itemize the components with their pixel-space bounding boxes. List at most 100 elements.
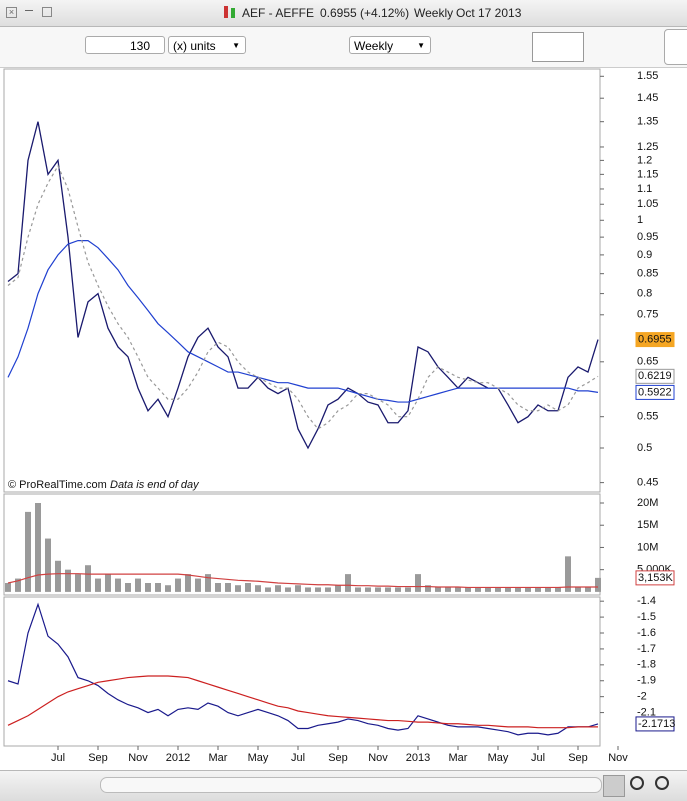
period-dropdown[interactable]: Weekly ▼ — [349, 36, 431, 54]
units-count: 130 — [129, 39, 150, 53]
y-tick-label: 1.35 — [637, 116, 658, 128]
volume-bar — [495, 587, 501, 592]
y-tick-label: 1.05 — [637, 198, 658, 210]
zoom-out-button[interactable] — [630, 776, 644, 790]
minimize-button[interactable] — [25, 10, 33, 11]
volume-bar — [405, 587, 411, 592]
x-tick-label: May — [248, 752, 269, 764]
window-date: Oct 17 2013 — [456, 6, 522, 20]
volume-bar — [275, 585, 281, 592]
volume-bar — [195, 578, 201, 592]
candle-icon — [231, 8, 235, 18]
y-tick-label: 0.5 — [637, 442, 652, 454]
volume-bar — [165, 585, 171, 592]
units-count-input[interactable]: 130 — [85, 36, 165, 54]
series-line — [7, 602, 599, 736]
y-tick-label: 1.1 — [637, 183, 652, 195]
close-button[interactable]: × — [6, 7, 17, 18]
y-tick-label: 1.55 — [637, 70, 658, 82]
volume-bar — [555, 587, 561, 592]
volume-bar — [315, 587, 321, 592]
x-tick-label: May — [488, 752, 509, 764]
volume-bar — [435, 587, 441, 592]
zoom-button[interactable] — [603, 775, 625, 797]
volume-bar — [295, 585, 301, 592]
indicators-button[interactable] — [532, 32, 584, 62]
volume-bar — [5, 583, 11, 592]
y-tick-label: -1.9 — [637, 675, 656, 687]
units-dropdown[interactable]: (x) units ▼ — [168, 36, 246, 54]
y-tick-label: -1.4 — [637, 595, 656, 607]
volume-bar — [465, 587, 471, 592]
volume-bar — [35, 503, 41, 592]
indicator-pane — [3, 596, 601, 747]
last-value-box — [635, 332, 675, 348]
series-line — [7, 675, 598, 729]
volume-bar — [305, 587, 311, 592]
side-panel-button[interactable] — [664, 29, 687, 65]
volume-bar — [105, 574, 111, 592]
y-tick-label: 1.15 — [637, 168, 658, 180]
y-tick-label: 0.65 — [637, 356, 658, 368]
volume-bar — [185, 574, 191, 592]
volume-bar — [15, 578, 21, 592]
series-line — [7, 121, 599, 450]
volume-bar — [85, 565, 91, 592]
x-tick-label: Sep — [88, 752, 108, 764]
volume-bar — [335, 585, 341, 592]
last-value-label: 0.6219 — [638, 370, 672, 382]
window-title: AEF - AEFFE — [242, 6, 315, 20]
y-tick-label: -1.7 — [637, 643, 656, 655]
volume-bar — [355, 587, 361, 592]
volume-bar — [225, 583, 231, 592]
data-note: Data is end of day — [110, 479, 200, 491]
volume-bar — [585, 587, 591, 592]
candle-icon — [224, 6, 228, 18]
series-line — [7, 240, 599, 403]
volume-bar — [115, 578, 121, 592]
y-tick-label: -1.8 — [637, 659, 656, 671]
x-tick-label: Mar — [209, 752, 228, 764]
y-tick-label: 0.75 — [637, 309, 658, 321]
price-pane — [3, 68, 601, 493]
last-value-box — [635, 368, 675, 384]
volume-bar — [25, 511, 31, 592]
volume-bar — [265, 587, 271, 592]
last-value-label: 0.6955 — [638, 333, 672, 345]
y-tick-label: -2.1 — [637, 706, 656, 718]
volume-bar — [255, 585, 261, 592]
maximize-button[interactable] — [42, 7, 52, 17]
y-tick-label: 1.45 — [637, 92, 658, 104]
volume-bar — [485, 587, 491, 592]
series-line — [7, 164, 599, 430]
volume-bar — [565, 556, 571, 592]
volume-bar — [375, 587, 381, 592]
volume-pane — [3, 493, 601, 596]
x-tick-label: 2013 — [406, 752, 430, 764]
volume-bar — [395, 587, 401, 592]
last-value-label: -2.1713 — [638, 718, 675, 730]
volume-bar — [205, 574, 211, 592]
zoom-in-button[interactable] — [655, 776, 669, 790]
volume-bar — [145, 583, 151, 592]
title-bar: × AEF - AEFFE 0.6955 (+4.12%) Weekly Oct… — [0, 0, 687, 27]
x-tick-label: Jul — [291, 752, 305, 764]
volume-bar — [175, 578, 181, 592]
last-value-box — [635, 716, 675, 732]
volume-bar — [445, 587, 451, 592]
x-tick-label: Sep — [568, 752, 588, 764]
scrollbar[interactable] — [100, 777, 602, 793]
volume-bar — [505, 587, 511, 592]
volume-bar — [285, 587, 291, 592]
last-value-label: 3,153K — [638, 572, 674, 584]
volume-bar — [475, 587, 481, 592]
volume-bar — [545, 587, 551, 592]
window-period: Weekly — [414, 6, 454, 20]
x-tick-label: Jul — [51, 752, 65, 764]
period-label: Weekly — [354, 39, 394, 53]
volume-bar — [245, 583, 251, 592]
window-price: 0.6955 (+4.12%) — [320, 6, 410, 20]
volume-bar — [125, 583, 131, 592]
y-tick-label: 0.45 — [637, 477, 658, 489]
